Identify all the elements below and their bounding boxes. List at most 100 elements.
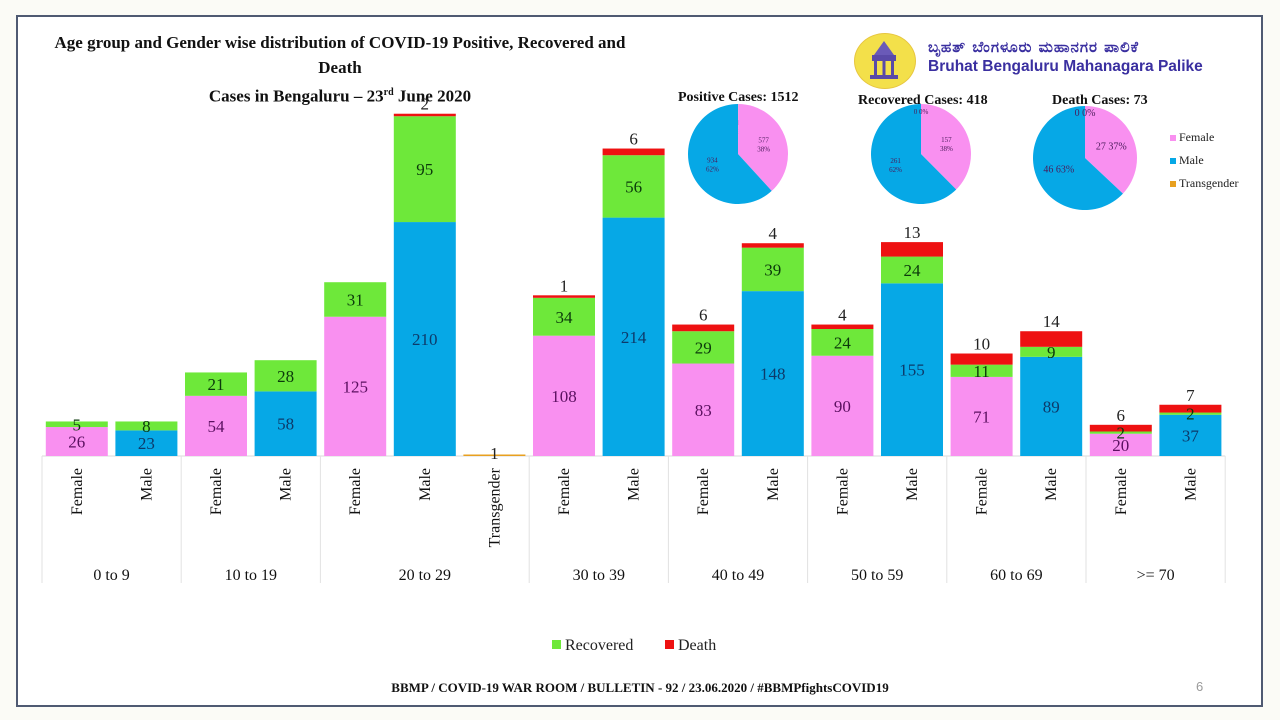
bar-label-positive: 20 <box>1112 436 1129 455</box>
bar-label-positive: 210 <box>412 330 438 349</box>
bar-label-recovered: 5 <box>73 415 82 434</box>
pie-legend-swatch <box>1170 181 1176 187</box>
bar-label-positive: 71 <box>973 407 990 426</box>
bar-label-death: 7 <box>1186 386 1195 405</box>
bar-segment-death <box>950 353 1013 365</box>
bar-segment-death <box>1159 404 1222 413</box>
pie-slice-label: 157 <box>941 136 952 144</box>
bar-segment-positive <box>185 395 247 456</box>
x-tick-label-gender: Male <box>278 468 295 501</box>
bar-segment-recovered <box>533 297 595 336</box>
bar-label-recovered: 11 <box>973 362 989 381</box>
bar-label-positive: 26 <box>68 433 85 452</box>
pie-slice-label: 261 <box>890 157 901 165</box>
bar-label-positive: 148 <box>760 365 786 384</box>
x-tick-label-gender: Female <box>556 468 573 515</box>
bar-label-positive: 214 <box>621 328 647 347</box>
x-group-label: 10 to 19 <box>225 567 277 584</box>
bar-segment-recovered <box>881 256 943 284</box>
bar-segment-recovered <box>672 331 735 364</box>
temple-icon <box>870 41 898 79</box>
pie-slice-label: 27 37% <box>1096 142 1127 153</box>
x-tick-label-gender: Female <box>695 468 712 515</box>
bar-segment-recovered <box>602 155 665 218</box>
bar-segment-positive <box>254 391 317 456</box>
bar-segment-recovered <box>185 372 247 396</box>
bar-segment-death <box>881 242 943 257</box>
x-group-label: 20 to 29 <box>399 567 451 584</box>
bar-label-recovered: 29 <box>695 338 712 357</box>
pie-slice-label: 38% <box>940 145 953 153</box>
bar-segment-positive <box>115 430 178 456</box>
x-tick-label-gender: Female <box>834 468 851 515</box>
bar-segment-death <box>602 148 665 156</box>
pie-slice-label: 38% <box>757 146 770 154</box>
bar-label-recovered: 2 <box>1186 405 1195 424</box>
legend-label: Death <box>678 637 716 654</box>
pie-slice-label: 934 <box>707 156 718 164</box>
pie-legend-label: Male <box>1179 153 1204 167</box>
bar-label-death: 2 <box>421 95 430 114</box>
bar-segment-recovered <box>1159 412 1222 415</box>
x-group-label: 60 to 69 <box>990 567 1042 584</box>
bar-segment-death <box>741 243 804 248</box>
bar-segment-positive <box>393 222 456 456</box>
bar-segment-recovered <box>1089 431 1152 434</box>
bar-label-positive: 90 <box>834 397 851 416</box>
pie-slice-male <box>871 104 957 205</box>
bar-label-positive: 23 <box>138 434 155 453</box>
bar-label-recovered: 8 <box>142 417 151 436</box>
bar-segment-recovered <box>254 360 317 392</box>
x-tick-label-gender: Female <box>69 468 86 515</box>
bar-label-recovered: 56 <box>625 177 642 196</box>
x-tick-label-gender: Female <box>347 468 364 515</box>
bar-segment-positive <box>1020 356 1083 456</box>
pie-slice-label: 0 0% <box>1075 108 1096 119</box>
pie-slice-female <box>1085 106 1137 194</box>
bar-segment-recovered <box>811 329 874 356</box>
title-line-1: Age group and Gender wise distribution o… <box>54 33 626 77</box>
page-number: 6 <box>1196 679 1204 694</box>
pie-slice-female <box>738 104 788 191</box>
title-line-2-text: Cases in Bengaluru – 23 <box>208 86 384 106</box>
title-superscript: rd <box>383 87 394 98</box>
pie-slice-label: 62% <box>706 165 719 173</box>
x-tick-label-gender: Male <box>904 468 921 501</box>
bar-segment-positive <box>1159 414 1222 456</box>
pie-legend-swatch <box>1170 158 1176 164</box>
pie-legend-label: Female <box>1179 130 1214 144</box>
bar-segment-death <box>1089 424 1152 432</box>
bar-label-death: 14 <box>1043 312 1061 331</box>
bar-label-death: 6 <box>629 130 638 149</box>
bar-segment-positive <box>324 316 387 456</box>
bar-segment-positive <box>602 217 665 456</box>
legend-swatch <box>665 640 674 649</box>
bar-label-death: 13 <box>904 223 921 242</box>
pie-legend-swatch <box>1170 135 1176 141</box>
pie-slice-female <box>921 104 971 190</box>
x-tick-label-gender: Male <box>417 468 434 501</box>
bar-label-recovered: 24 <box>834 333 852 352</box>
pie-title: Recovered Cases: 418 <box>858 93 988 108</box>
bar-label-positive: 58 <box>277 415 294 434</box>
bar-label-positive: 125 <box>342 377 368 396</box>
x-group-label: >= 70 <box>1137 567 1175 584</box>
pie-slice-label: 577 <box>758 137 769 145</box>
bar-label-death: 6 <box>1117 406 1126 425</box>
bar-label-death: 10 <box>973 335 990 354</box>
bar-segment-recovered <box>1020 346 1083 357</box>
bar-label-recovered: 34 <box>556 308 574 327</box>
bar-label-positive: 1 <box>490 444 499 463</box>
x-tick-label-gender: Male <box>1043 468 1060 501</box>
bar-segment-positive <box>463 454 526 456</box>
legend-label: Recovered <box>565 637 633 654</box>
x-tick-label-gender: Male <box>138 468 155 501</box>
x-group-label: 50 to 59 <box>851 567 903 584</box>
pie-slice-male <box>687 104 772 204</box>
x-tick-label-gender: Male <box>765 468 782 501</box>
bar-label-recovered: 2 <box>1117 424 1126 443</box>
bar-segment-positive <box>950 376 1013 456</box>
bar-label-positive: 83 <box>695 401 712 420</box>
pie-title: Positive Cases: 1512 <box>678 90 799 105</box>
